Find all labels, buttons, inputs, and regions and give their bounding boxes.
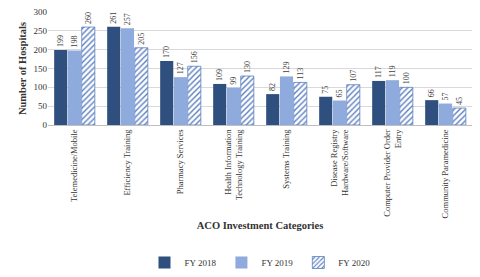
svg-text:Efficiency Training: Efficiency Training (122, 129, 132, 196)
svg-text:66: 66 (427, 89, 436, 97)
svg-text:127: 127 (176, 62, 185, 74)
svg-text:Disease RegistryHardware/Softw: Disease RegistryHardware/Software (329, 129, 350, 196)
svg-text:Number of Hospitals: Number of Hospitals (17, 22, 28, 115)
svg-text:FY 2018: FY 2018 (185, 258, 217, 268)
svg-text:50: 50 (38, 101, 48, 111)
svg-text:100: 100 (34, 82, 48, 92)
svg-text:65: 65 (335, 90, 344, 98)
svg-text:75: 75 (321, 86, 330, 94)
svg-text:Pharmacy Services: Pharmacy Services (175, 129, 185, 194)
svg-text:FY 2019: FY 2019 (261, 258, 293, 268)
svg-text:Computer Provider OrderEntry: Computer Provider OrderEntry (382, 129, 403, 217)
svg-text:117: 117 (374, 66, 383, 78)
svg-text:150: 150 (34, 64, 48, 74)
svg-text:Community Paramedicine: Community Paramedicine (440, 129, 450, 218)
svg-text:200: 200 (34, 45, 48, 55)
svg-text:Systems Training: Systems Training (281, 129, 291, 189)
svg-text:260: 260 (84, 12, 93, 24)
svg-text:107: 107 (349, 70, 358, 82)
svg-text:FY 2020: FY 2020 (338, 258, 370, 268)
svg-text:300: 300 (34, 7, 48, 17)
svg-text:57: 57 (441, 93, 450, 101)
svg-text:99: 99 (229, 77, 238, 85)
svg-text:100: 100 (402, 72, 411, 84)
svg-text:257: 257 (123, 13, 132, 25)
svg-text:Health InformationTechnology T: Health InformationTechnology Training (223, 129, 244, 201)
svg-text:0: 0 (43, 120, 48, 130)
svg-text:45: 45 (455, 97, 464, 105)
svg-text:Telemedicine/Mobile: Telemedicine/Mobile (69, 129, 79, 202)
svg-text:113: 113 (296, 68, 305, 80)
svg-text:205: 205 (137, 33, 146, 45)
svg-text:130: 130 (243, 61, 252, 73)
svg-text:129: 129 (282, 61, 291, 73)
svg-text:119: 119 (388, 65, 397, 77)
svg-text:250: 250 (34, 26, 48, 36)
svg-text:ACO Investment Categories: ACO Investment Categories (197, 220, 324, 231)
svg-text:199: 199 (56, 35, 65, 47)
svg-text:82: 82 (268, 83, 277, 91)
svg-text:198: 198 (70, 35, 79, 47)
svg-text:261: 261 (109, 12, 118, 24)
svg-text:170: 170 (162, 46, 171, 58)
svg-text:156: 156 (190, 51, 199, 63)
svg-text:109: 109 (215, 69, 224, 81)
